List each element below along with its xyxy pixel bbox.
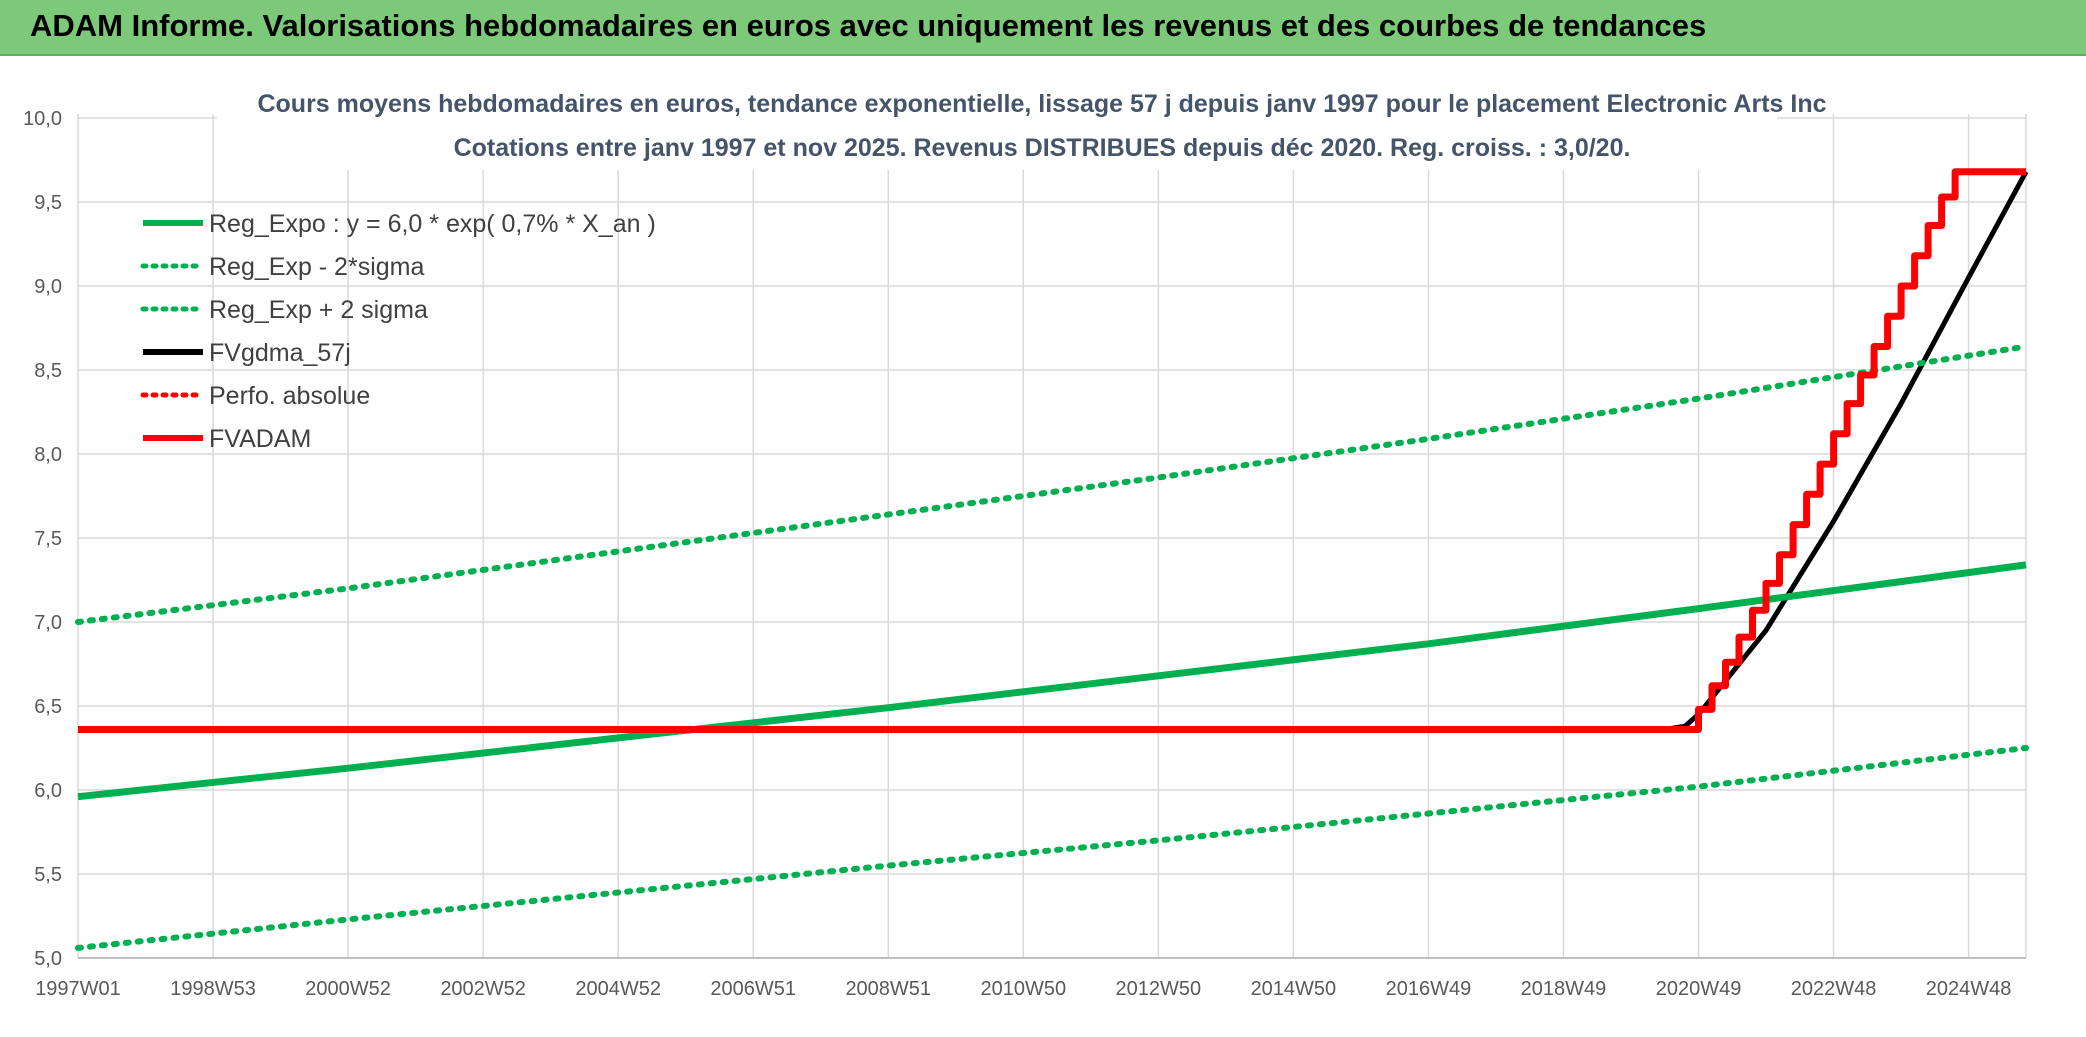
x-tick-label: 1998W53 xyxy=(170,978,256,1000)
x-tick-label: 2022W48 xyxy=(1791,978,1877,1000)
legend-label: Perfo. absolue xyxy=(209,382,370,410)
series-line-1 xyxy=(75,745,2029,951)
y-tick-label: 7,5 xyxy=(34,528,62,550)
y-tick-label: 10,0 xyxy=(23,108,62,130)
x-tick-label: 2024W48 xyxy=(1926,978,2012,1000)
x-tick-label: 2018W49 xyxy=(1521,978,1607,1000)
series-line-0 xyxy=(77,561,2027,801)
legend-label: Reg_Exp - 2*sigma xyxy=(209,253,424,281)
x-tick-label: 2002W52 xyxy=(440,978,526,1000)
chart-subtitle: Cotations entre janv 1997 et nov 2025. R… xyxy=(454,134,1631,162)
x-axis-ticks: 1997W01 1998W53 2000W52 2002W52 2004W52 2006W… xyxy=(35,978,2011,1000)
y-tick-label: 6,5 xyxy=(34,696,62,718)
y-tick-label: 5,0 xyxy=(34,948,62,970)
x-tick-label: 2000W52 xyxy=(305,978,391,1000)
y-tick-label: 9,0 xyxy=(34,276,62,298)
y-tick-label: 8,5 xyxy=(34,360,62,382)
x-tick-label: 2004W52 xyxy=(575,978,661,1000)
series-line-2 xyxy=(75,343,2029,625)
x-tick-label: 2020W49 xyxy=(1656,978,1742,1000)
y-tick-label: 6,0 xyxy=(34,780,62,802)
y-tick-label: 5,5 xyxy=(34,864,62,886)
y-axis-ticks: 5,0 5,5 6,0 6,5 7,0 7,5 8,0 8,5 9,0 9,5 10,0 xyxy=(23,108,62,970)
report-banner-title: ADAM Informe. Valorisations hebdomadaire… xyxy=(30,8,1707,43)
legend-label: Reg_Expo : y = 6,0 * exp( 0,7% * X_an ) xyxy=(209,210,656,238)
x-tick-label: 2010W50 xyxy=(980,978,1066,1000)
x-tick-label: 2006W51 xyxy=(710,978,796,1000)
y-tick-label: 7,0 xyxy=(34,612,62,634)
legend-label: FVADAM xyxy=(209,425,311,453)
x-tick-label: 2016W49 xyxy=(1386,978,1472,1000)
series-layer xyxy=(75,168,2029,951)
series-line-5 xyxy=(78,168,2026,733)
legend-label: FVgdma_57j xyxy=(209,339,351,367)
x-tick-label: 2008W51 xyxy=(845,978,931,1000)
legend-label: Reg_Exp + 2 sigma xyxy=(209,296,428,324)
x-tick-label: 1997W01 xyxy=(35,978,121,1000)
y-tick-label: 9,5 xyxy=(34,192,62,214)
y-tick-label: 8,0 xyxy=(34,444,62,466)
x-tick-label: 2014W50 xyxy=(1251,978,1337,1000)
x-tick-label: 2012W50 xyxy=(1116,978,1202,1000)
chart-grid xyxy=(77,114,2027,959)
chart-legend: Reg_Expo : y = 6,0 * exp( 0,7% * X_an ) R… xyxy=(140,210,656,453)
chart-title-background xyxy=(217,82,1777,170)
report-banner: ADAM Informe. Valorisations hebdomadaire… xyxy=(0,0,2086,56)
chart-title: Cours moyens hebdomadaires en euros, ten… xyxy=(257,90,1826,118)
